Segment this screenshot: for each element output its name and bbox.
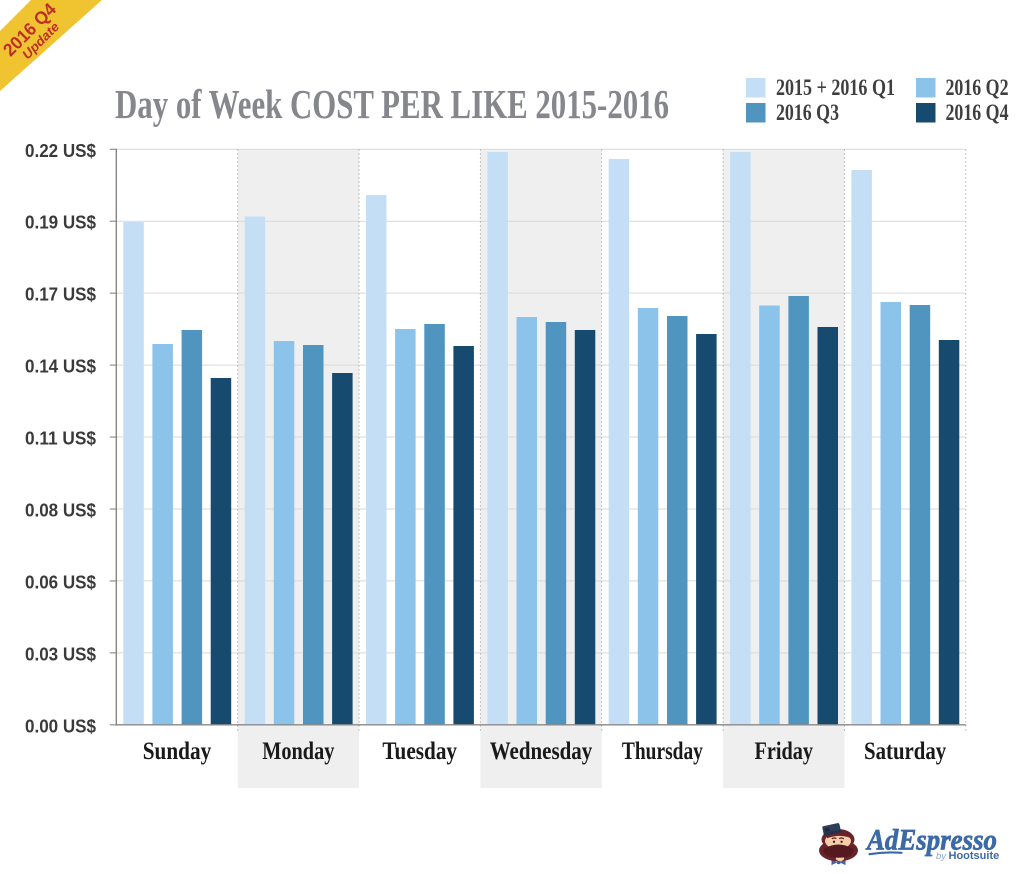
svg-text:Tuesday: Tuesday bbox=[382, 738, 457, 765]
svg-text:0.14 US$: 0.14 US$ bbox=[25, 357, 96, 377]
svg-text:by: by bbox=[936, 851, 947, 862]
svg-text:Thursday: Thursday bbox=[622, 738, 703, 765]
svg-text:Day of Week COST PER LIKE 2015: Day of Week COST PER LIKE 2015-2016 bbox=[115, 81, 669, 127]
svg-text:Wednesday: Wednesday bbox=[490, 738, 593, 765]
svg-text:2016 Q3: 2016 Q3 bbox=[776, 100, 839, 125]
svg-text:Friday: Friday bbox=[755, 738, 814, 765]
svg-text:0.08 US$: 0.08 US$ bbox=[25, 500, 96, 520]
svg-text:0.00 US$: 0.00 US$ bbox=[25, 716, 96, 736]
svg-text:Monday: Monday bbox=[262, 738, 335, 765]
svg-text:Sunday: Sunday bbox=[143, 738, 212, 765]
svg-text:0.17 US$: 0.17 US$ bbox=[25, 285, 96, 305]
svg-text:0.22 US$: 0.22 US$ bbox=[25, 141, 96, 161]
svg-text:Saturday: Saturday bbox=[864, 738, 947, 765]
svg-text:0.06 US$: 0.06 US$ bbox=[25, 572, 96, 592]
svg-text:Hootsuite: Hootsuite bbox=[949, 850, 1000, 862]
svg-text:0.19 US$: 0.19 US$ bbox=[25, 213, 96, 233]
svg-text:AdEspresso: AdEspresso bbox=[865, 824, 997, 857]
svg-text:2016 Q4: 2016 Q4 bbox=[946, 100, 1009, 125]
svg-text:2016 Q2: 2016 Q2 bbox=[946, 75, 1009, 100]
svg-text:2015 + 2016 Q1: 2015 + 2016 Q1 bbox=[776, 75, 895, 100]
svg-text:0.11 US$: 0.11 US$ bbox=[25, 429, 96, 449]
svg-text:0.03 US$: 0.03 US$ bbox=[25, 644, 96, 664]
